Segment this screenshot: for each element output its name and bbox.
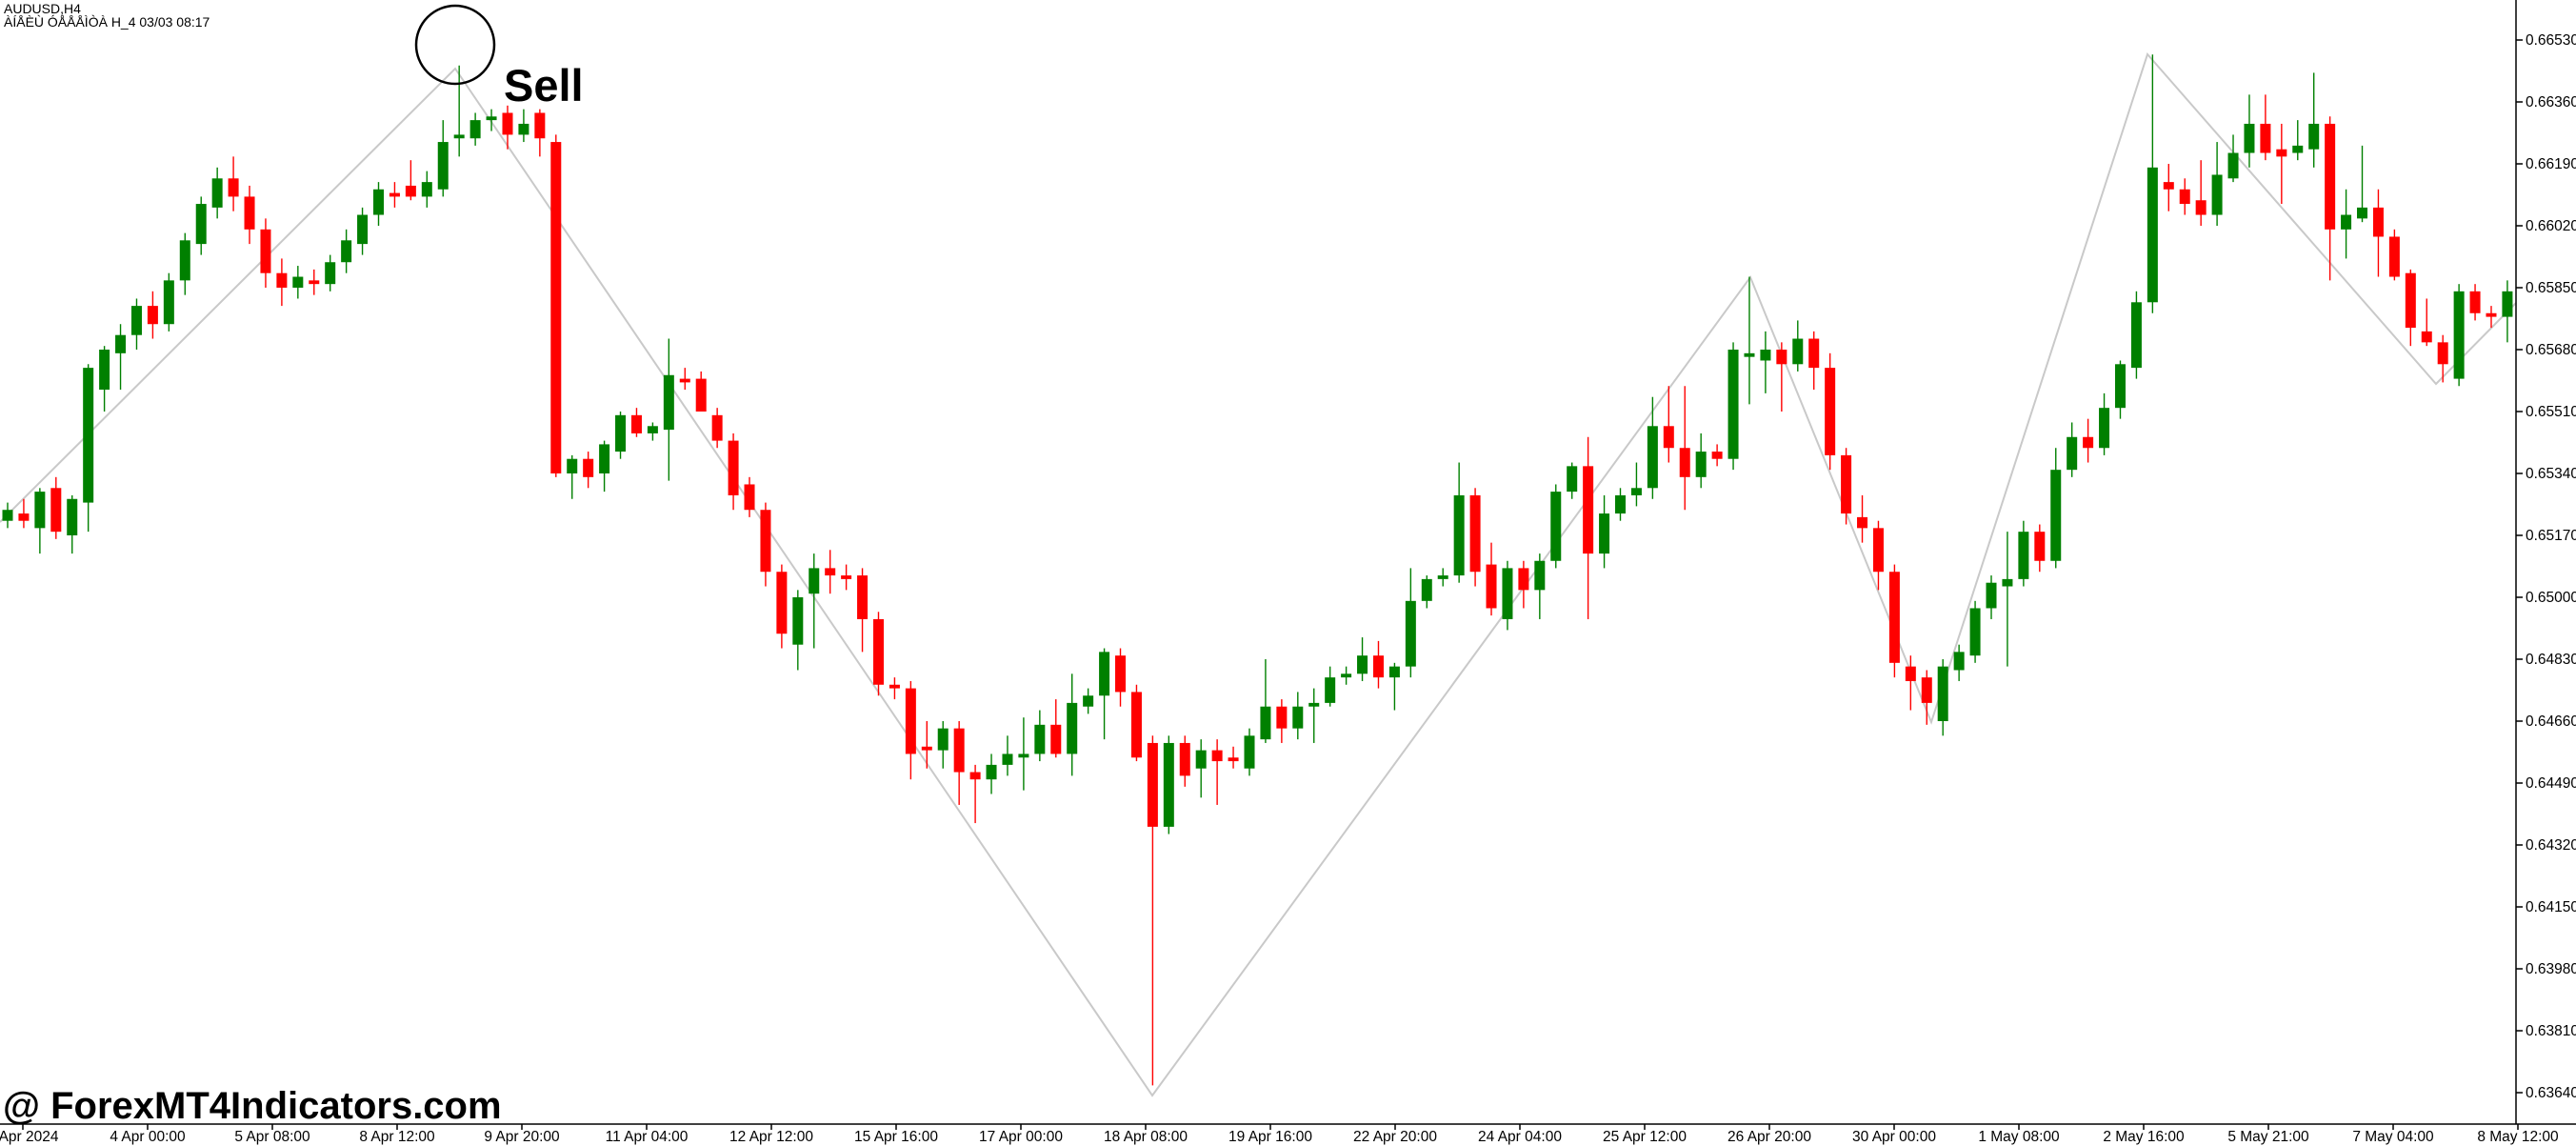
svg-text:0.66530: 0.66530 xyxy=(2526,32,2576,49)
svg-text:18 Apr 08:00: 18 Apr 08:00 xyxy=(1104,1129,1188,1145)
svg-text:1 May 08:00: 1 May 08:00 xyxy=(1978,1129,2060,1145)
svg-text:25 Apr 12:00: 25 Apr 12:00 xyxy=(1603,1129,1687,1145)
x-axis: 2 Apr 2024 4 Apr 00:00 5 Apr 08:00 8 Apr 12… xyxy=(0,1123,2576,1145)
candles-layer xyxy=(2,54,2513,1086)
sell-signal-label: Sell xyxy=(504,60,584,111)
svg-text:24 Apr 04:00: 24 Apr 04:00 xyxy=(1478,1129,1562,1145)
svg-text:19 Apr 16:00: 19 Apr 16:00 xyxy=(1228,1129,1312,1145)
zigzag-indicator-line xyxy=(0,52,2517,1097)
svg-text:0.66360: 0.66360 xyxy=(2526,94,2576,111)
svg-text:0.64660: 0.64660 xyxy=(2526,714,2576,730)
svg-text:26 Apr 20:00: 26 Apr 20:00 xyxy=(1727,1129,1811,1145)
svg-text:0.65000: 0.65000 xyxy=(2526,590,2576,606)
svg-text:0.66020: 0.66020 xyxy=(2526,218,2576,234)
svg-text:0.64490: 0.64490 xyxy=(2526,775,2576,792)
symbol-period-title: AUDUSD,H4 xyxy=(4,1,81,16)
svg-text:0.63640: 0.63640 xyxy=(2526,1085,2576,1101)
watermark-text: @ ForexMT4Indicators.com xyxy=(3,1085,502,1127)
svg-text:0.65340: 0.65340 xyxy=(2526,466,2576,482)
svg-text:30 Apr 00:00: 30 Apr 00:00 xyxy=(1852,1129,1936,1145)
svg-text:15 Apr 16:00: 15 Apr 16:00 xyxy=(854,1129,938,1145)
svg-text:0.63980: 0.63980 xyxy=(2526,961,2576,977)
svg-text:0.65510: 0.65510 xyxy=(2526,404,2576,420)
svg-text:0.64150: 0.64150 xyxy=(2526,899,2576,915)
svg-text:7 May 04:00: 7 May 04:00 xyxy=(2352,1129,2434,1145)
svg-text:22 Apr 20:00: 22 Apr 20:00 xyxy=(1353,1129,1437,1145)
svg-text:0.65170: 0.65170 xyxy=(2526,528,2576,544)
sell-circle-annotation xyxy=(414,4,496,86)
svg-text:0.65680: 0.65680 xyxy=(2526,342,2576,358)
svg-text:11 Apr 04:00: 11 Apr 04:00 xyxy=(606,1129,689,1145)
svg-text:2 Apr 2024: 2 Apr 2024 xyxy=(0,1129,59,1145)
svg-text:0.65850: 0.65850 xyxy=(2526,280,2576,296)
svg-text:17 Apr 00:00: 17 Apr 00:00 xyxy=(979,1129,1063,1145)
svg-text:12 Apr 12:00: 12 Apr 12:00 xyxy=(729,1129,813,1145)
svg-text:9 Apr 20:00: 9 Apr 20:00 xyxy=(484,1129,560,1145)
svg-text:5 Apr 08:00: 5 Apr 08:00 xyxy=(234,1129,310,1145)
svg-text:4 Apr 00:00: 4 Apr 00:00 xyxy=(110,1129,186,1145)
svg-text:0.63810: 0.63810 xyxy=(2526,1023,2576,1039)
indicator-status-line: ÀÍÅÈÙ ÓÅÅÅÌÒÀ H_4 03/03 08:17 xyxy=(4,14,210,30)
y-axis: 0.66530 0.66360 0.66190 0.66020 0.65850 0.656… xyxy=(2515,0,2576,1124)
svg-text:0.64830: 0.64830 xyxy=(2526,652,2576,668)
svg-text:0.64320: 0.64320 xyxy=(2526,837,2576,854)
chart-header: AUDUSD,H4 ÀÍÅÈÙ ÓÅÅÅÌÒÀ H_4 03/03 08:17 xyxy=(4,2,210,29)
svg-text:0.66190: 0.66190 xyxy=(2526,156,2576,172)
svg-text:8 May 12:00: 8 May 12:00 xyxy=(2477,1129,2559,1145)
svg-text:8 Apr 12:00: 8 Apr 12:00 xyxy=(359,1129,435,1145)
svg-text:2 May 16:00: 2 May 16:00 xyxy=(2103,1129,2185,1145)
svg-text:5 May 21:00: 5 May 21:00 xyxy=(2227,1129,2309,1145)
